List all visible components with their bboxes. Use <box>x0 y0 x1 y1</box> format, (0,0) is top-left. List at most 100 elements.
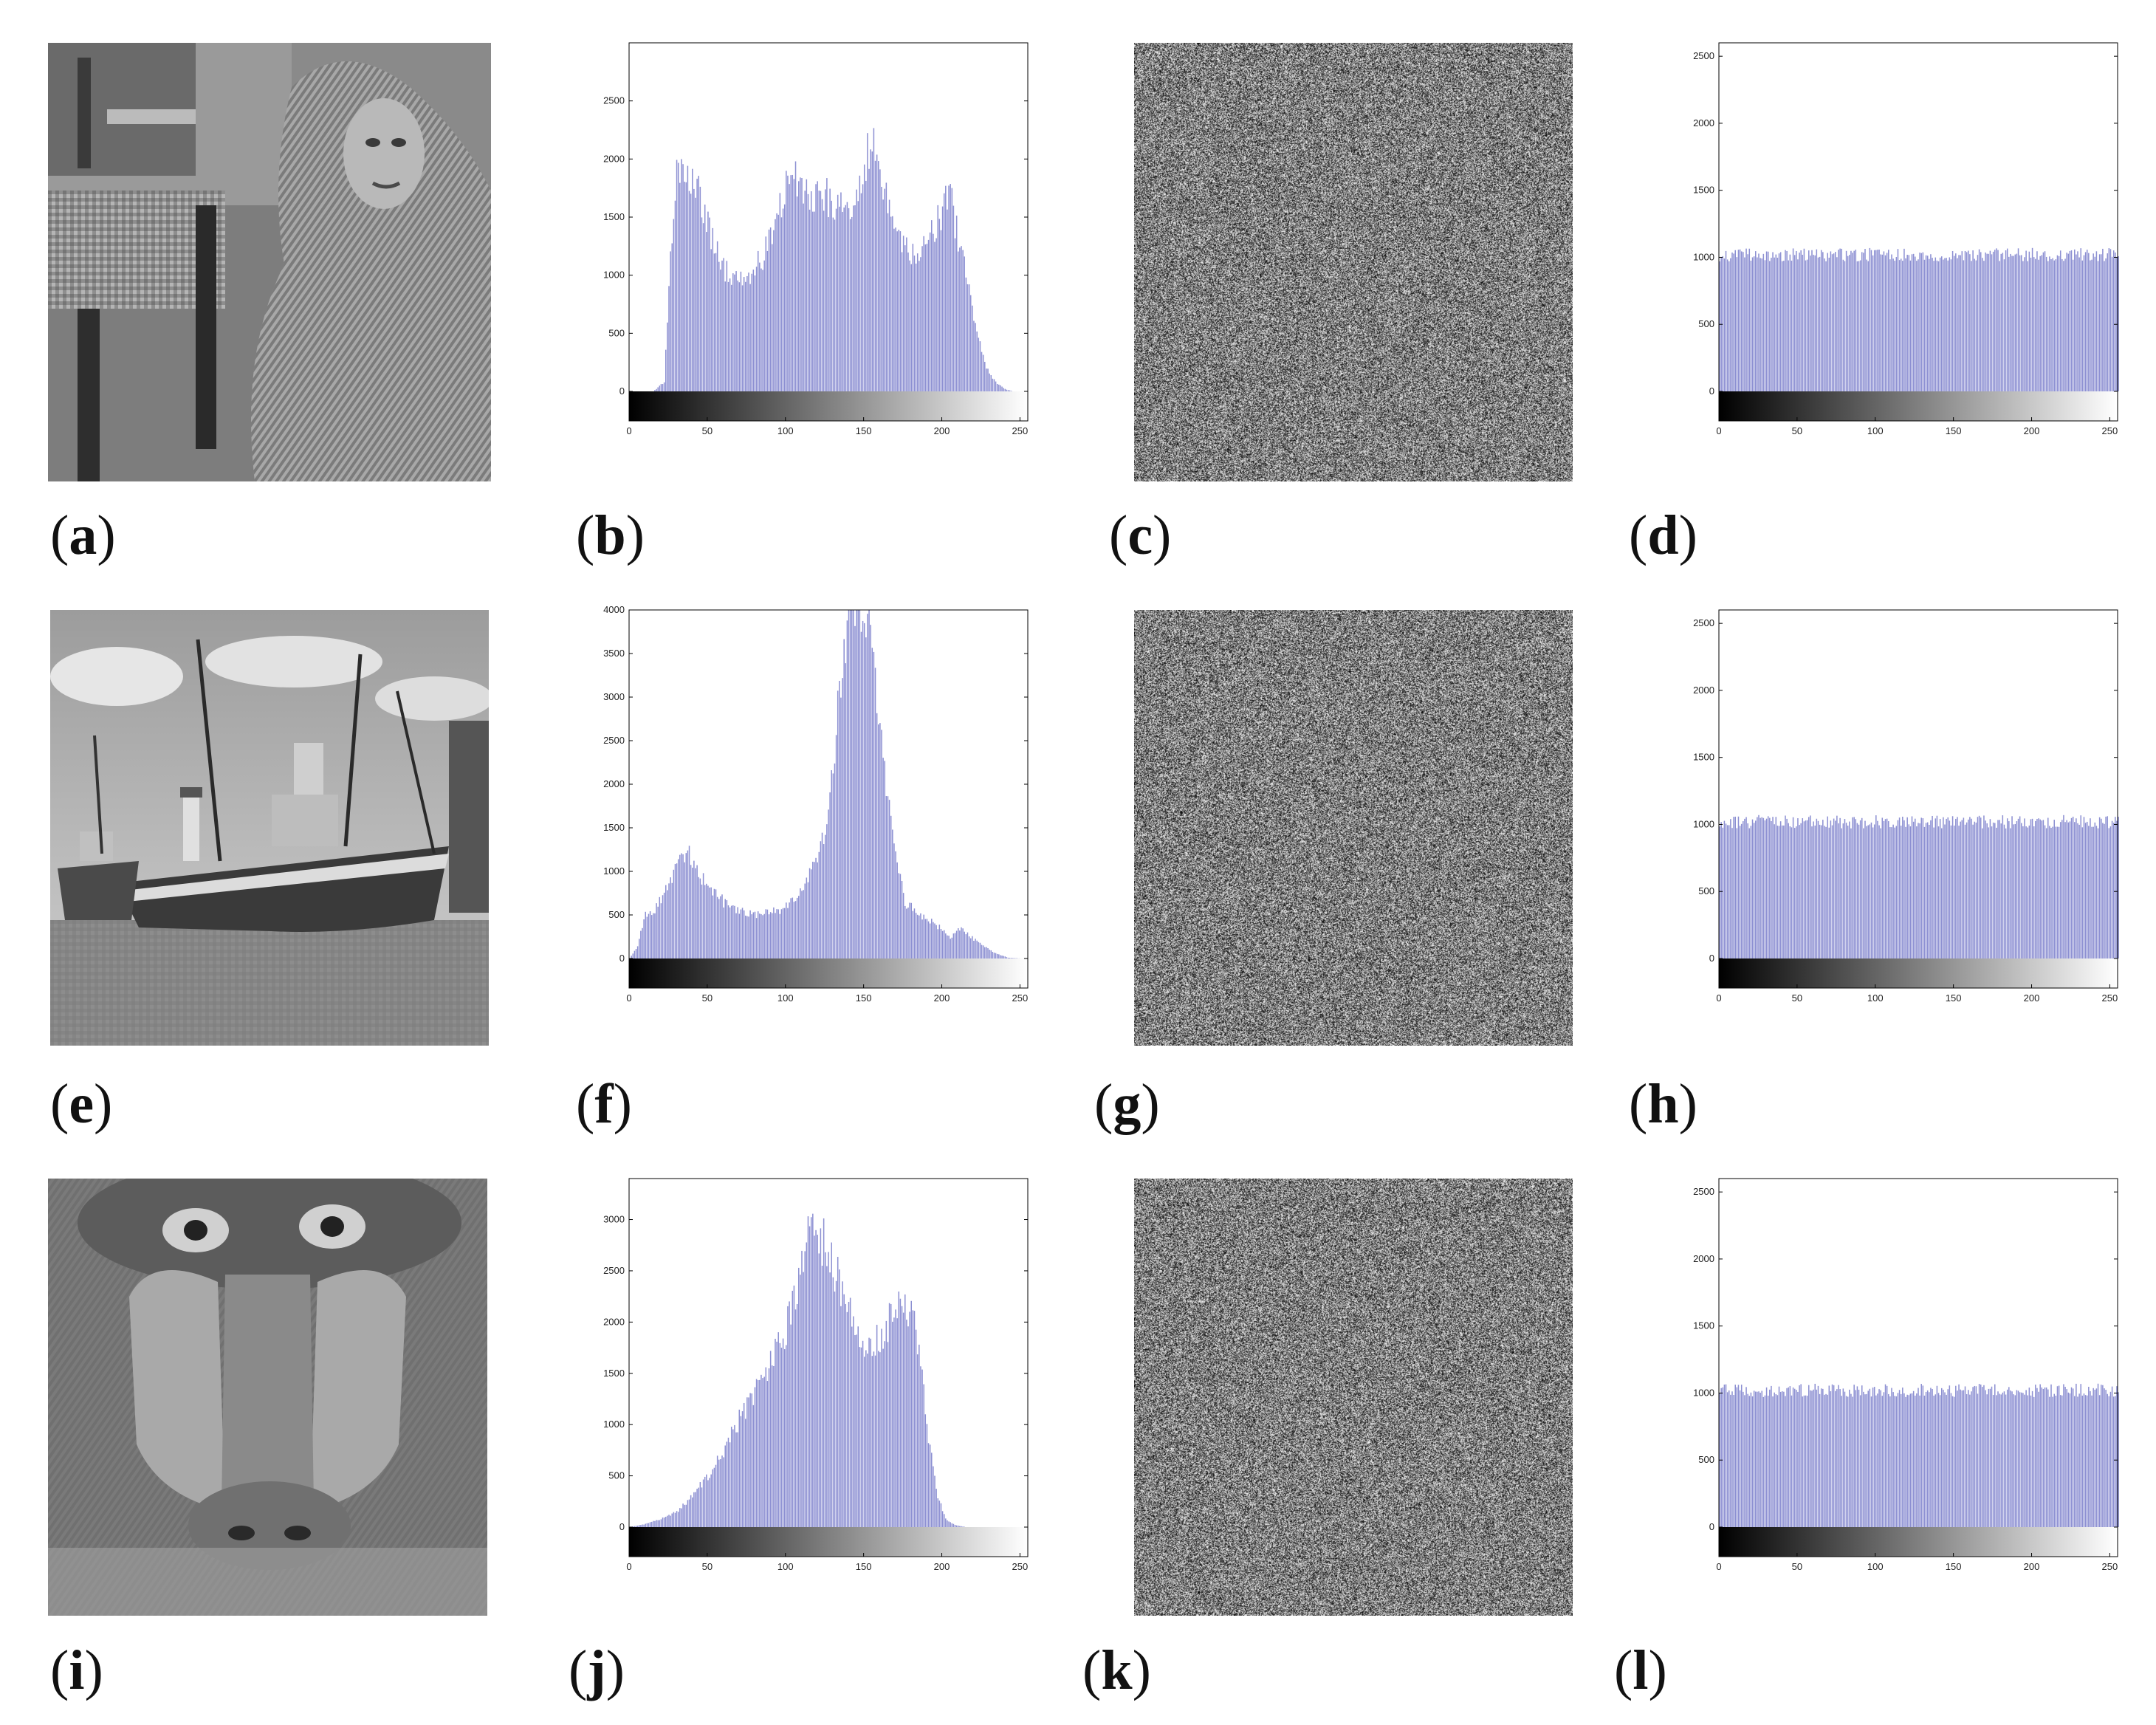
histogram-bar <box>1838 1385 1839 1527</box>
histogram-bar <box>2078 824 2080 958</box>
cipher-image-c <box>1134 43 1573 481</box>
histogram-bar <box>1996 1395 1997 1527</box>
histogram-bar <box>1833 1385 1835 1527</box>
histogram-bar <box>871 1356 873 1527</box>
histogram-bar <box>874 668 876 958</box>
histogram-bar <box>929 1444 931 1527</box>
histogram-bar <box>1755 251 1757 391</box>
histogram-bar <box>1819 256 1821 391</box>
histogram-bar <box>1951 816 1954 958</box>
histogram-bar <box>1774 257 1775 391</box>
histogram-bar <box>814 211 815 391</box>
histogram-bar <box>842 1281 843 1527</box>
histogram-bar <box>735 271 737 391</box>
histogram-bar <box>912 910 914 958</box>
histogram-bar <box>2010 828 2011 958</box>
histogram-bar <box>1800 823 1802 958</box>
histogram-bar <box>1805 260 1807 391</box>
histogram-bar <box>1805 820 1807 958</box>
histogram-bar <box>724 281 726 391</box>
histogram-bar <box>746 1397 748 1527</box>
histogram-bar <box>884 188 885 391</box>
histogram-bar <box>1934 1394 1937 1527</box>
histogram-bar <box>1947 260 1949 391</box>
histogram-bar <box>769 227 772 391</box>
histogram-bar <box>1930 1388 1932 1527</box>
histogram-bar <box>1783 825 1785 958</box>
histogram-bar <box>989 950 990 958</box>
histogram-bar <box>968 936 970 958</box>
histogram-bar <box>1934 818 1937 958</box>
histogram-bar <box>794 161 797 391</box>
histogram-bar <box>2044 1387 2046 1527</box>
histogram-bar <box>650 915 653 958</box>
histogram-bar <box>920 1366 921 1527</box>
histogram-bar <box>734 905 735 958</box>
histogram-bar <box>2076 1383 2077 1527</box>
histogram-bar <box>2021 823 2022 958</box>
histogram-bar <box>792 174 794 391</box>
histogram-bar <box>902 893 904 958</box>
histogram-bar <box>941 1511 944 1527</box>
histogram-bar <box>786 902 787 958</box>
histogram-bar <box>2005 828 2007 958</box>
histogram-bar <box>998 954 1000 958</box>
histogram-bar <box>947 935 948 958</box>
histogram-bar <box>800 1275 801 1527</box>
histogram-bar <box>1748 828 1751 958</box>
histogram-bar <box>924 244 927 391</box>
histogram-bar <box>1853 1385 1855 1527</box>
histogram-bar <box>2035 258 2036 391</box>
histogram-bar <box>1889 827 1891 958</box>
histogram-bar <box>2070 250 2073 391</box>
histogram-bar <box>952 1523 955 1527</box>
histogram-bar <box>2050 827 2052 958</box>
panel-label-f: (f) <box>576 1073 632 1135</box>
histogram-bar <box>1733 817 1734 958</box>
histogram-bar <box>1853 250 1855 391</box>
histogram-bar <box>1957 1390 1958 1527</box>
histogram-bar <box>1919 1395 1920 1527</box>
histogram-bar <box>933 1466 934 1527</box>
histogram-bar <box>1825 1393 1827 1527</box>
histogram-bar <box>2107 816 2108 958</box>
histogram-bar <box>1889 1396 1891 1527</box>
histogram-bar <box>1906 1394 1908 1527</box>
histogram-bar <box>1813 1389 1814 1527</box>
y-tick-label: 2500 <box>1693 50 1714 61</box>
histogram-bar <box>2016 253 2018 391</box>
histogram-bar <box>2033 826 2035 958</box>
histogram-bar <box>1968 1390 1969 1527</box>
histogram-bar <box>950 1522 951 1527</box>
histogram-bar <box>2024 257 2025 391</box>
histogram-bar <box>1946 818 1947 958</box>
histogram-bar <box>1822 252 1824 391</box>
histogram-bar <box>1819 824 1821 958</box>
histogram-bar <box>1902 816 1903 958</box>
histogram-bar <box>1833 818 1835 958</box>
histogram-bar <box>1816 249 1818 391</box>
histogram-bar <box>707 211 709 391</box>
histogram-bar <box>1911 816 1913 958</box>
histogram-bar <box>1764 1395 1766 1527</box>
histogram-bar <box>800 177 801 391</box>
histogram-bar <box>1825 826 1827 958</box>
histogram-bar <box>1905 258 1906 391</box>
histogram-bar <box>1923 826 1926 958</box>
histogram-bar <box>2080 248 2081 391</box>
histogram-bar <box>1916 261 1918 391</box>
histogram-bar <box>873 651 875 958</box>
x-tick-label: 250 <box>1012 992 1029 1004</box>
histogram-bar <box>1000 385 1001 391</box>
histogram-bar <box>777 909 779 958</box>
y-tick-label: 500 <box>1698 1454 1714 1465</box>
histogram-bar <box>1953 826 1955 958</box>
histogram-bar <box>1802 1396 1804 1527</box>
histogram-bar <box>726 261 728 391</box>
histogram-bar <box>698 877 699 958</box>
histogram-bar <box>1892 1392 1894 1527</box>
histogram-bar <box>659 385 661 391</box>
histogram-bar <box>979 341 981 391</box>
histogram-bar <box>1744 257 1745 391</box>
histogram-bar <box>1739 826 1741 958</box>
